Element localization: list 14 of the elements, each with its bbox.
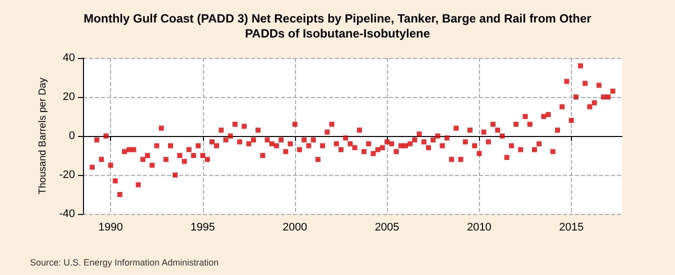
x-tick-label: 2015	[559, 222, 584, 234]
source-note: Source: U.S. Energy Information Administration	[30, 258, 219, 268]
y-tick-label: 0	[68, 130, 75, 142]
chart-title: Monthly Gulf Coast (PADD 3) Net Receipts by Pipeline, Tanker, Barge and Rail from Other PADDs of Isobutane-Isobutylene	[84, 12, 592, 40]
y-tick-label: -20	[59, 169, 75, 181]
x-tick-label: 1990	[98, 222, 123, 234]
x-tick-label: 2010	[466, 222, 492, 234]
y-axis-title: Thousand Barrels per Day	[38, 78, 49, 194]
x-tick-label: 2005	[374, 222, 400, 234]
y-tick-label: 20	[62, 91, 75, 103]
x-tick-label: 1995	[190, 222, 216, 234]
y-tick-label: -40	[59, 208, 75, 220]
y-tick-label: 40	[62, 52, 75, 64]
x-tick-label: 2000	[282, 222, 308, 234]
